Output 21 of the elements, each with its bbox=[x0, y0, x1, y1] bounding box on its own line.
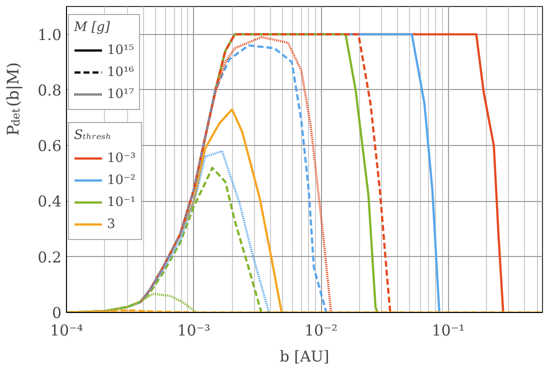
x-tick-label: 10⁻² bbox=[304, 322, 338, 340]
y-tick-label: 0.8 bbox=[38, 81, 62, 100]
legend-label: 10¹⁵ bbox=[107, 42, 134, 58]
x-axis-title: b [AU] bbox=[280, 348, 330, 366]
y-tick-label: 0 bbox=[52, 304, 62, 322]
y-tick-label: 1.0 bbox=[38, 26, 62, 44]
legend-label: 10⁻² bbox=[107, 172, 136, 188]
y-tick-label: 0.4 bbox=[38, 192, 62, 211]
legend-label: 10¹⁷ bbox=[107, 86, 134, 102]
y-tick-label: 0.2 bbox=[38, 248, 62, 266]
legend-label: 10⁻³ bbox=[107, 150, 136, 166]
x-tick-label: 10⁻³ bbox=[177, 322, 210, 340]
legend-label: 3 bbox=[107, 216, 116, 232]
x-tick-label: 10⁻¹ bbox=[432, 322, 465, 340]
y-axis-title: Pdet(b|M) bbox=[4, 62, 22, 136]
legend-label: 10⁻¹ bbox=[107, 194, 136, 210]
x-tick-label: 10⁻⁴ bbox=[50, 322, 84, 340]
legend-label: 10¹⁶ bbox=[107, 64, 134, 80]
y-tick-label: 0.6 bbox=[38, 137, 62, 156]
text: M [g] bbox=[74, 20, 110, 35]
text: Sₜₕᵣₑₛₕ bbox=[74, 128, 112, 143]
